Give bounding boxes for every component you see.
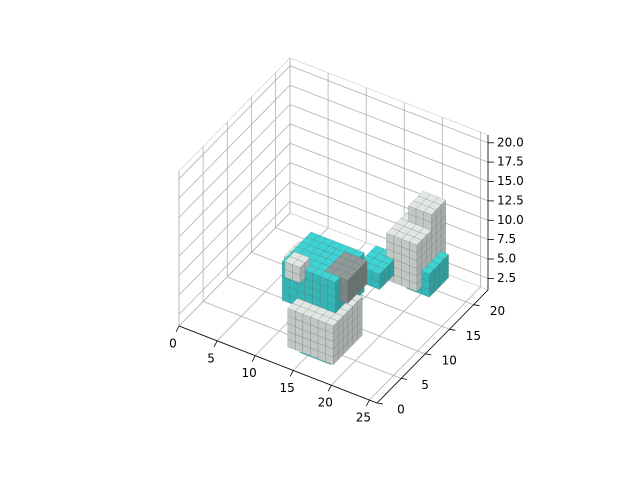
y-tick-label: 20: [490, 304, 505, 318]
z-grid-back: [289, 104, 489, 182]
x-tick-label: 10: [242, 366, 257, 380]
x-tick-mark: [251, 355, 256, 362]
z-grid-back: [289, 181, 489, 260]
y-tick-mark: [449, 328, 456, 331]
voxel: [408, 236, 423, 254]
z-tick-label: 17.5: [497, 155, 524, 169]
voxel-face-top: [339, 272, 353, 281]
voxel: [327, 274, 341, 291]
x-tick-mark: [175, 325, 180, 333]
z-grid-left: [178, 104, 291, 218]
z-grid-left: [178, 162, 291, 276]
z-grid-back: [289, 162, 489, 240]
z-tick-label: 12.5: [497, 193, 524, 207]
voxel-face-top: [423, 206, 437, 216]
voxel-face-top: [371, 265, 385, 275]
y-tick-mark: [376, 402, 384, 405]
z-tick-label: 2.5: [497, 271, 516, 285]
x-tick-mark: [327, 385, 332, 392]
y-tick-label: 5: [421, 378, 429, 392]
voxel: [371, 265, 385, 283]
pane-left: [178, 57, 291, 327]
x-tick-mark: [366, 399, 370, 407]
z-grid-back: [289, 142, 489, 221]
voxel: [423, 206, 437, 223]
z-tick-label: 7.5: [497, 232, 516, 246]
z-grid-left: [178, 143, 291, 257]
x-tick-label: 0: [169, 337, 177, 351]
voxel-layer: [281, 190, 449, 366]
y-tick-mark: [401, 378, 408, 380]
x-grid-floor: [178, 212, 291, 327]
voxel-face-top: [327, 274, 341, 283]
z-grid-left: [178, 181, 291, 296]
z-grid-left: [178, 84, 291, 199]
voxel: [421, 265, 435, 283]
y-axis-line: [376, 289, 489, 404]
voxel: [325, 317, 339, 335]
voxel-face-top: [325, 317, 339, 327]
x-tick-label: 20: [318, 396, 333, 410]
z-grid-back: [289, 84, 489, 163]
x-axis-line: [178, 325, 378, 404]
z-tick-label: 10.0: [497, 213, 524, 227]
voxel: [292, 259, 306, 276]
y-tick-mark: [473, 304, 480, 307]
tick-labels: 0 5 10 15 20 25 0 5 10 15 20 2.5 5.0 7.5 10.0 12.5 15.0 1…: [169, 135, 524, 424]
y-tick-label: 15: [466, 329, 481, 343]
x-tick-mark: [213, 340, 218, 347]
z-tick-label: 5.0: [497, 252, 516, 266]
z-grid-left: [178, 201, 291, 315]
x-tick-mark: [289, 370, 294, 377]
voxel-face-top: [408, 236, 423, 246]
z-grid-back: [289, 65, 489, 144]
axis-lines: [178, 135, 489, 404]
voxel-face-top: [292, 259, 306, 268]
z-tick-label: 20.0: [497, 135, 524, 149]
y-tick-label: 0: [397, 403, 405, 417]
y-tick-mark: [425, 353, 432, 356]
z-grid-left: [178, 65, 291, 180]
z-grid-left: [178, 123, 291, 238]
x-tick-label: 5: [207, 351, 215, 365]
x-grid-floor: [369, 286, 481, 401]
voxel-face-top: [421, 265, 435, 275]
voxel: [339, 272, 353, 289]
z-tick-label: 15.0: [497, 174, 524, 188]
y-tick-label: 10: [442, 353, 457, 367]
x-tick-label: 15: [280, 381, 295, 395]
z-grid-back: [289, 123, 489, 202]
x-tick-label: 25: [356, 411, 371, 425]
